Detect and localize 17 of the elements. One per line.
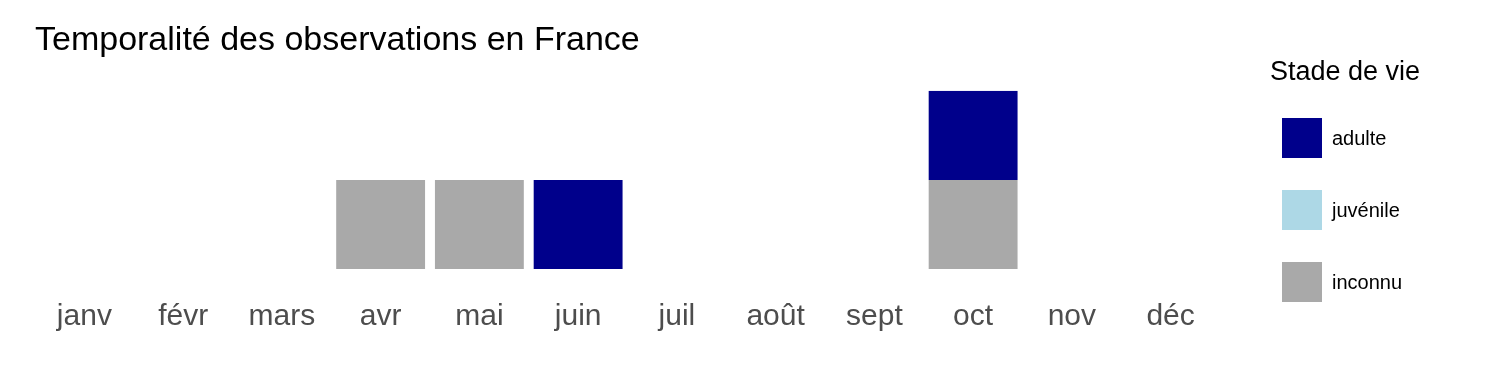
x-tick-label: févr: [158, 298, 209, 332]
chart-title: Temporalité des observations en France: [35, 18, 640, 57]
legend-label: adulte: [1332, 126, 1387, 150]
x-tick-label: mai: [455, 298, 504, 332]
x-tick-label: juil: [657, 298, 696, 332]
x-tick-label: sept: [846, 298, 904, 332]
x-tick-label: avr: [359, 298, 402, 332]
x-tick-label: août: [746, 298, 806, 332]
legend-title: Stade de vie: [1270, 56, 1421, 87]
x-tick-label: oct: [953, 298, 994, 332]
x-tick-label: nov: [1047, 298, 1097, 332]
x-tick-label: janv: [55, 298, 112, 332]
legend-label: juvénile: [1332, 198, 1400, 222]
x-tick-label: déc: [1146, 298, 1195, 332]
x-tick-label: mars: [248, 298, 316, 332]
legend-label: inconnu: [1332, 270, 1403, 294]
x-tick-label: juin: [553, 298, 602, 332]
